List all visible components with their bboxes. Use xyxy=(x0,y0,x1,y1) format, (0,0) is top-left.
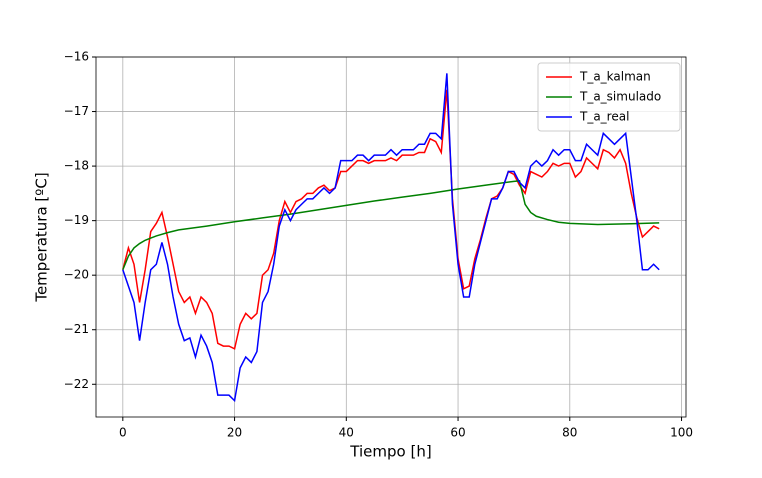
y-tick-label: −19 xyxy=(64,213,89,227)
series-line xyxy=(122,89,660,350)
series-line xyxy=(122,73,660,403)
y-tick-label: −21 xyxy=(64,322,89,336)
x-tick-label: 40 xyxy=(339,426,354,440)
x-tick-label: 100 xyxy=(670,426,693,440)
axes-frame xyxy=(95,56,687,418)
x-tick-label: 60 xyxy=(450,426,465,440)
y-tick-label: −16 xyxy=(64,50,89,64)
legend-box xyxy=(537,62,681,132)
y-axis-label: Temperatura [ºC] xyxy=(33,172,51,302)
y-tick-label: −20 xyxy=(64,268,89,282)
y-tick-label: −17 xyxy=(64,104,89,118)
legend-label: T_a_simulado xyxy=(579,90,661,104)
x-tick-label: 20 xyxy=(227,426,242,440)
x-axis-label: Tiempo [h] xyxy=(349,443,431,461)
legend-label: T_a_real xyxy=(579,110,629,124)
x-tick-label: 0 xyxy=(119,426,127,440)
legend-label: T_a_kalman xyxy=(579,70,651,84)
series-line xyxy=(122,180,660,271)
y-tick-label: −22 xyxy=(64,377,89,391)
y-tick-label: −18 xyxy=(64,159,89,173)
x-tick-label: 80 xyxy=(562,426,577,440)
legend: T_a_kalman T_a_simulado T_a_real xyxy=(537,62,681,132)
